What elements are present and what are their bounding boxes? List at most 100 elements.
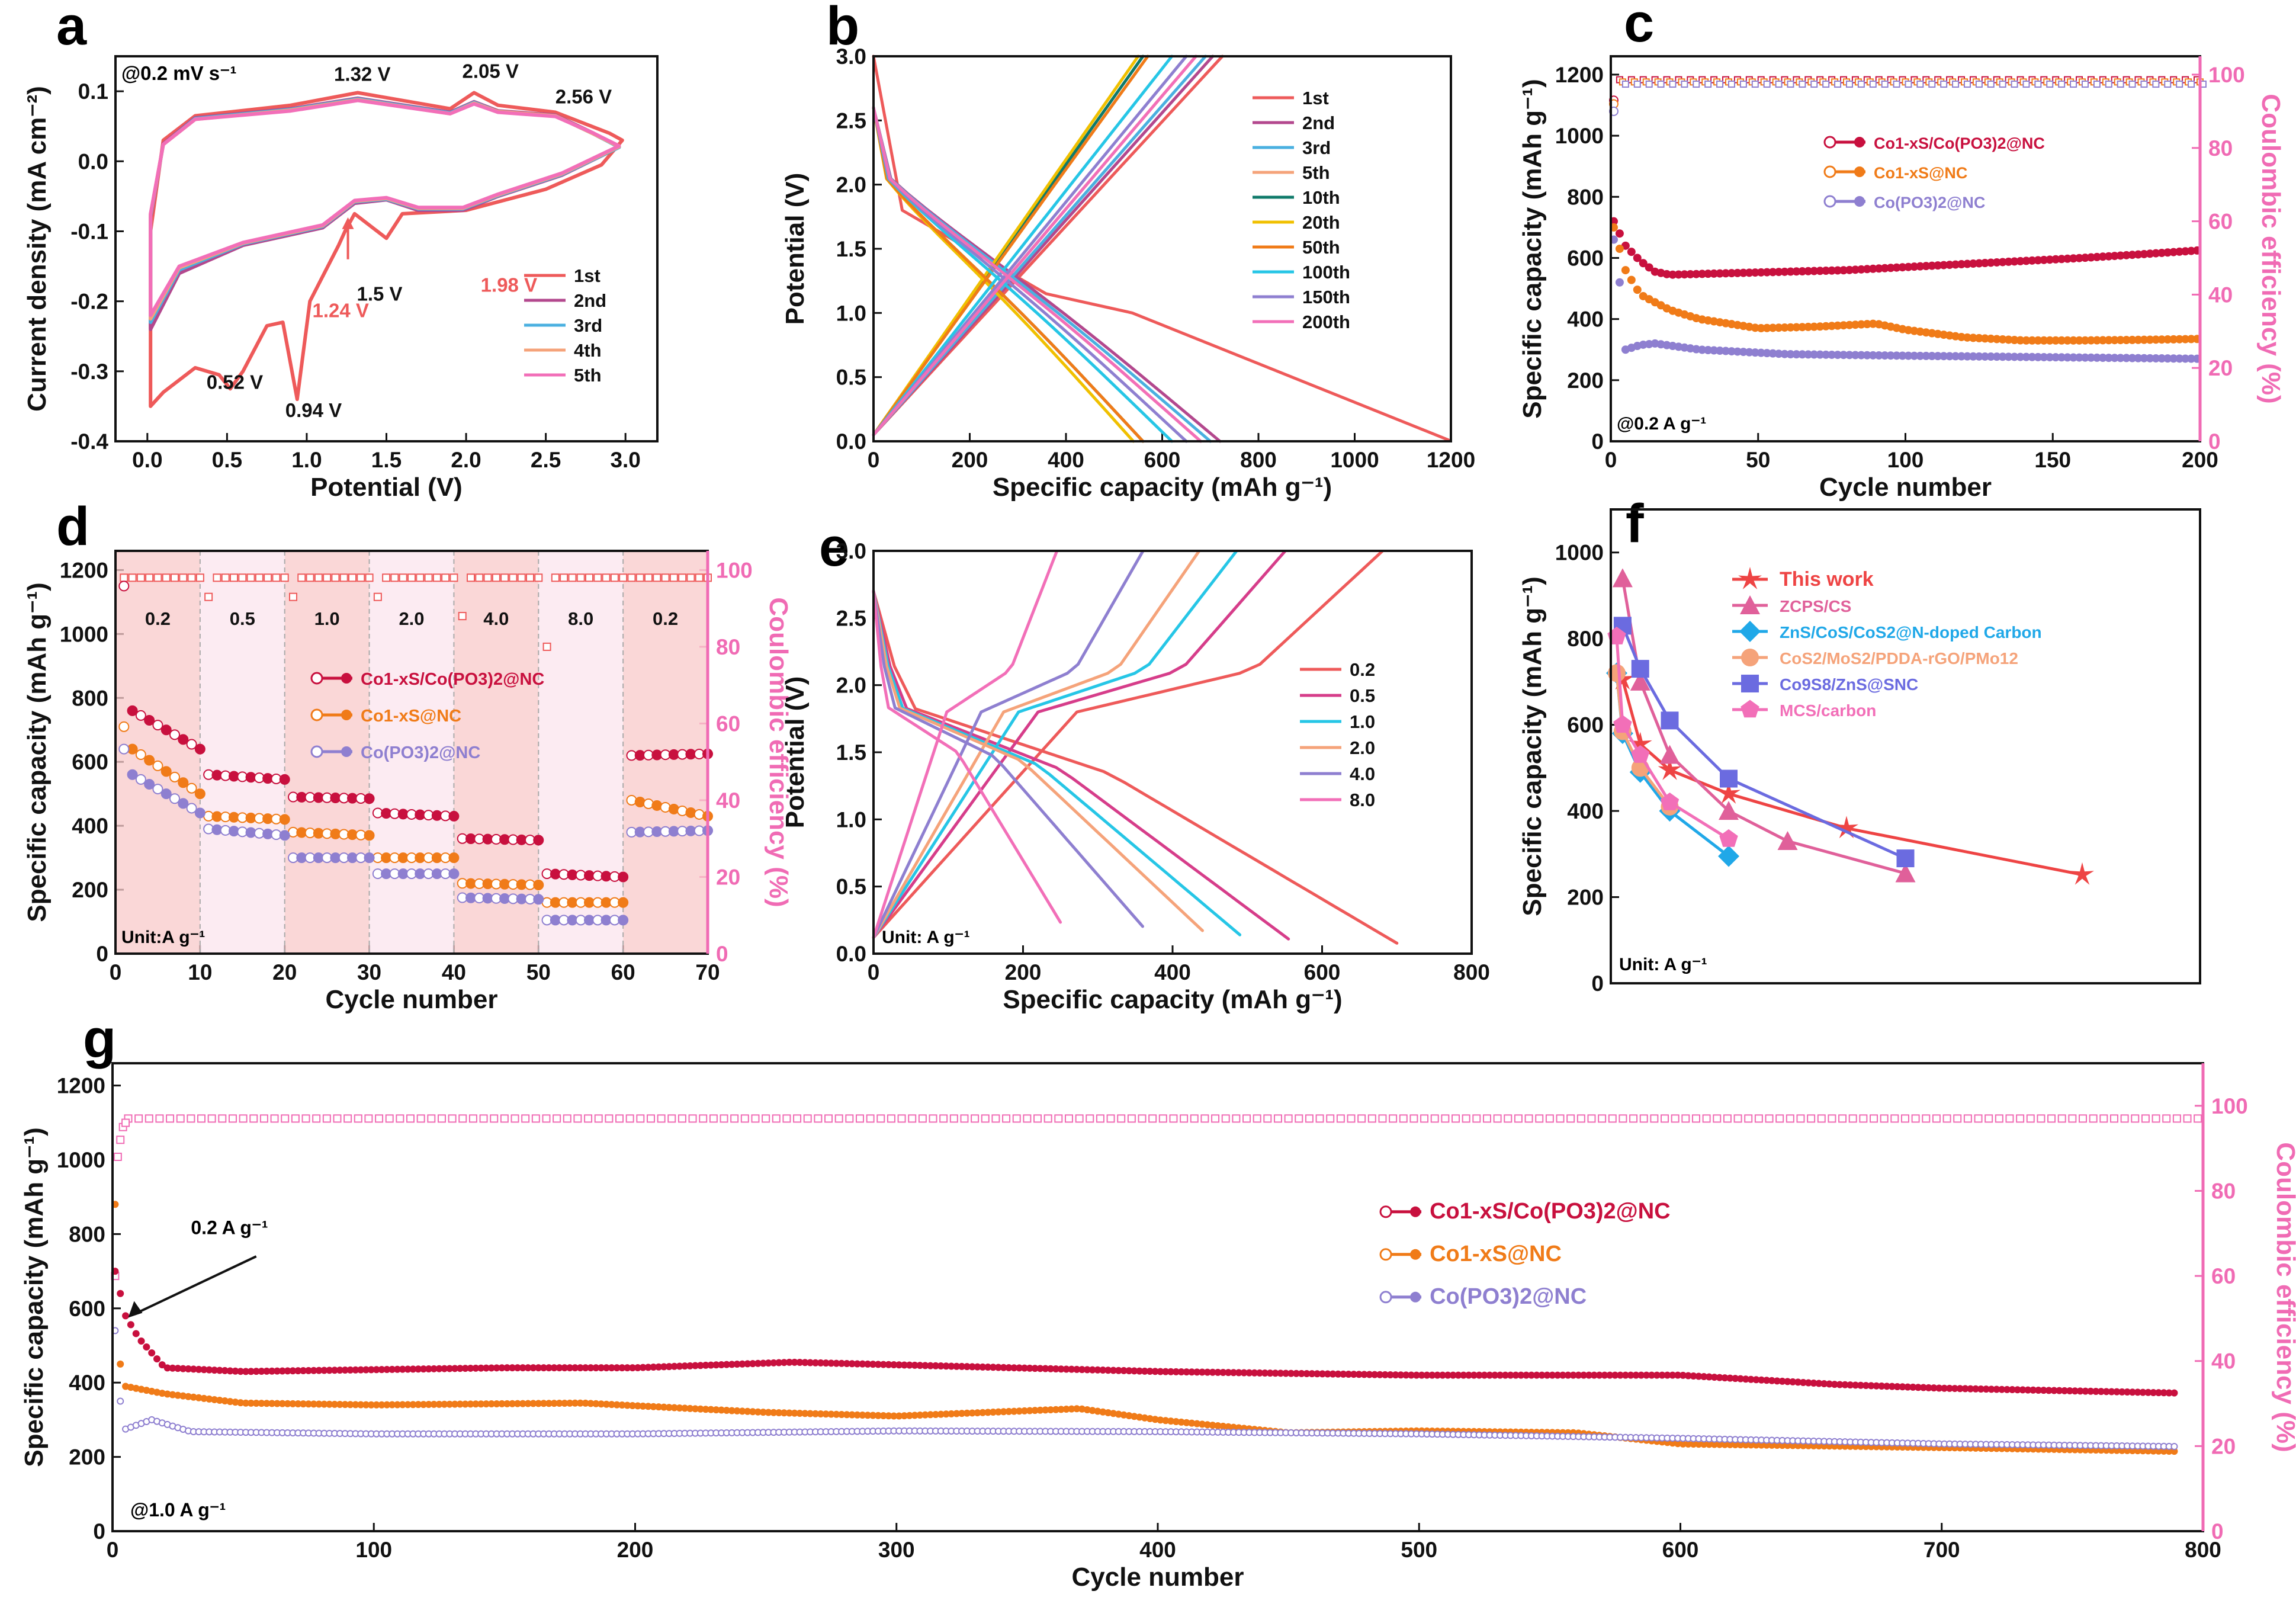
- ce-point: [1995, 1114, 2003, 1123]
- x-tick-label: 1000: [1330, 448, 1379, 472]
- ce-point: [171, 573, 179, 582]
- panel-label-g: g: [83, 1009, 116, 1069]
- ce-point: [1012, 1114, 1021, 1123]
- ce-point: [2172, 1114, 2181, 1123]
- ce-point-2: [1963, 81, 1971, 88]
- charge-curve-0.2: [872, 550, 1383, 939]
- ce-point: [2037, 1114, 2045, 1123]
- ce-point: [2079, 1114, 2088, 1123]
- y-tick-label: 1200: [1555, 63, 1604, 87]
- panel-label-f: f: [1626, 493, 1644, 554]
- ce-point: [136, 573, 145, 582]
- legend-2: Co(PO3)2@NC: [1430, 1284, 1587, 1309]
- annotation-2.05V: 2.05 V: [463, 60, 519, 82]
- y2-tick-label: 40: [716, 788, 740, 813]
- x-tick-label: 0: [1605, 448, 1617, 472]
- y-tick-label: 1.5: [836, 740, 866, 765]
- ce-point-2: [1787, 81, 1794, 88]
- rate-point-0: [160, 724, 172, 736]
- ce-point: [1576, 1114, 1585, 1123]
- x-tick-label: 10: [188, 960, 212, 984]
- ce-point: [1922, 1114, 1931, 1123]
- ce-point: [834, 1114, 843, 1123]
- y2-tick-label: 0: [2211, 1519, 2224, 1544]
- ce-point: [960, 1114, 969, 1123]
- ce-point: [458, 1114, 467, 1123]
- x-tick-label: 20: [272, 960, 297, 984]
- ce-point: [593, 573, 602, 582]
- ce-point-2: [1928, 81, 1936, 88]
- ce-point: [483, 573, 492, 582]
- legend-marker-filled: [1854, 166, 1865, 177]
- rate-point-2: [618, 915, 629, 926]
- y-tick-label: 1200: [57, 1074, 105, 1098]
- y-axis-label: Specific capacity (mAh g⁻¹): [1518, 576, 1547, 916]
- ce-point: [669, 573, 678, 582]
- arrow-head: [342, 217, 354, 229]
- ce-point: [1671, 1114, 1680, 1123]
- ce-point: [1942, 1114, 1951, 1123]
- legend-5th: 5th: [574, 365, 602, 386]
- x-tick-label: 30: [357, 960, 381, 984]
- ce-point: [1702, 1114, 1711, 1123]
- y-tick-label: 600: [1567, 713, 1604, 737]
- rate-point-2: [279, 830, 290, 841]
- x-tick-label: 0: [868, 960, 880, 984]
- arrow-label: 0.2 A g⁻¹: [191, 1217, 268, 1238]
- ce-point: [1472, 1114, 1481, 1123]
- ce-point-2: [1999, 81, 2006, 88]
- ce-point: [1629, 1114, 1638, 1123]
- ce-point: [365, 573, 374, 582]
- x-tick-label: 100: [1887, 448, 1924, 472]
- ce-point: [390, 573, 399, 582]
- comparison-point-1: [1630, 671, 1650, 691]
- x-tick-label: 100: [355, 1538, 392, 1562]
- ce-point: [1775, 1114, 1784, 1123]
- y-tick-label: 200: [1567, 368, 1604, 393]
- ce-point: [1253, 1114, 1261, 1123]
- y2-axis-label: Coulombic efficiency (%): [2271, 1142, 2296, 1452]
- panel-e: e 0 200 400 600 800 0.0 0.5 1.0 1.5 2.0 2.5 3.0 Speci…: [781, 517, 1490, 1014]
- comparison-point-0: [1628, 732, 1652, 755]
- panel-f: f 0 200 400 600 800 1000 Specific capacity (mAh…: [1518, 493, 2201, 996]
- y2-axis-label: Coulombic efficiency (%): [2256, 94, 2285, 403]
- panel-c: c0 50 100 150 200020040060080010001200Cycle …: [1518, 0, 2285, 502]
- capacity-point-0: [158, 1361, 166, 1369]
- comparison-point-3: [1607, 664, 1626, 682]
- ce-point: [449, 573, 458, 582]
- ce-point: [782, 1114, 791, 1123]
- y-tick-label: 2.0: [836, 673, 866, 698]
- legend-2nd: 2nd: [574, 290, 606, 311]
- legend-marker-open: [1379, 1205, 1392, 1218]
- ce-point: [814, 1114, 823, 1123]
- capacity-point-1: [1615, 245, 1624, 253]
- ce-point: [424, 573, 433, 582]
- y2-tick-label: 100: [716, 558, 753, 582]
- y-tick-label: -0.4: [70, 429, 108, 454]
- x-tick-label: 800: [1453, 960, 1490, 984]
- ce-point: [534, 573, 543, 582]
- ce-point: [467, 573, 475, 582]
- ce-point: [2162, 1114, 2171, 1123]
- capacity-point-0: [148, 1349, 156, 1357]
- ce-point: [2016, 1114, 2025, 1123]
- y2-tick-label: 60: [716, 711, 740, 736]
- ce-point: [427, 1114, 436, 1123]
- ce-point: [490, 1114, 499, 1123]
- x-axis-label: Specific capacity (mAh g⁻¹): [1003, 985, 1342, 1014]
- unit-label: Unit: A g⁻¹: [1619, 955, 1707, 974]
- ce-point: [2131, 1114, 2140, 1123]
- legend-10th: 10th: [1302, 187, 1340, 208]
- y-tick-label: 1200: [60, 558, 108, 582]
- ce-point: [657, 1114, 666, 1123]
- ce-point: [1974, 1114, 1983, 1123]
- ce-point: [1754, 1114, 1763, 1123]
- capacity-point-2: [2170, 1442, 2178, 1450]
- ce-point: [971, 1114, 980, 1123]
- ce-point: [2068, 1114, 2077, 1123]
- ce-point: [1190, 1114, 1199, 1123]
- ce-point: [866, 1114, 875, 1123]
- ce-point: [1075, 1114, 1084, 1123]
- ce-point: [270, 1114, 279, 1123]
- ce-point: [2152, 1114, 2160, 1123]
